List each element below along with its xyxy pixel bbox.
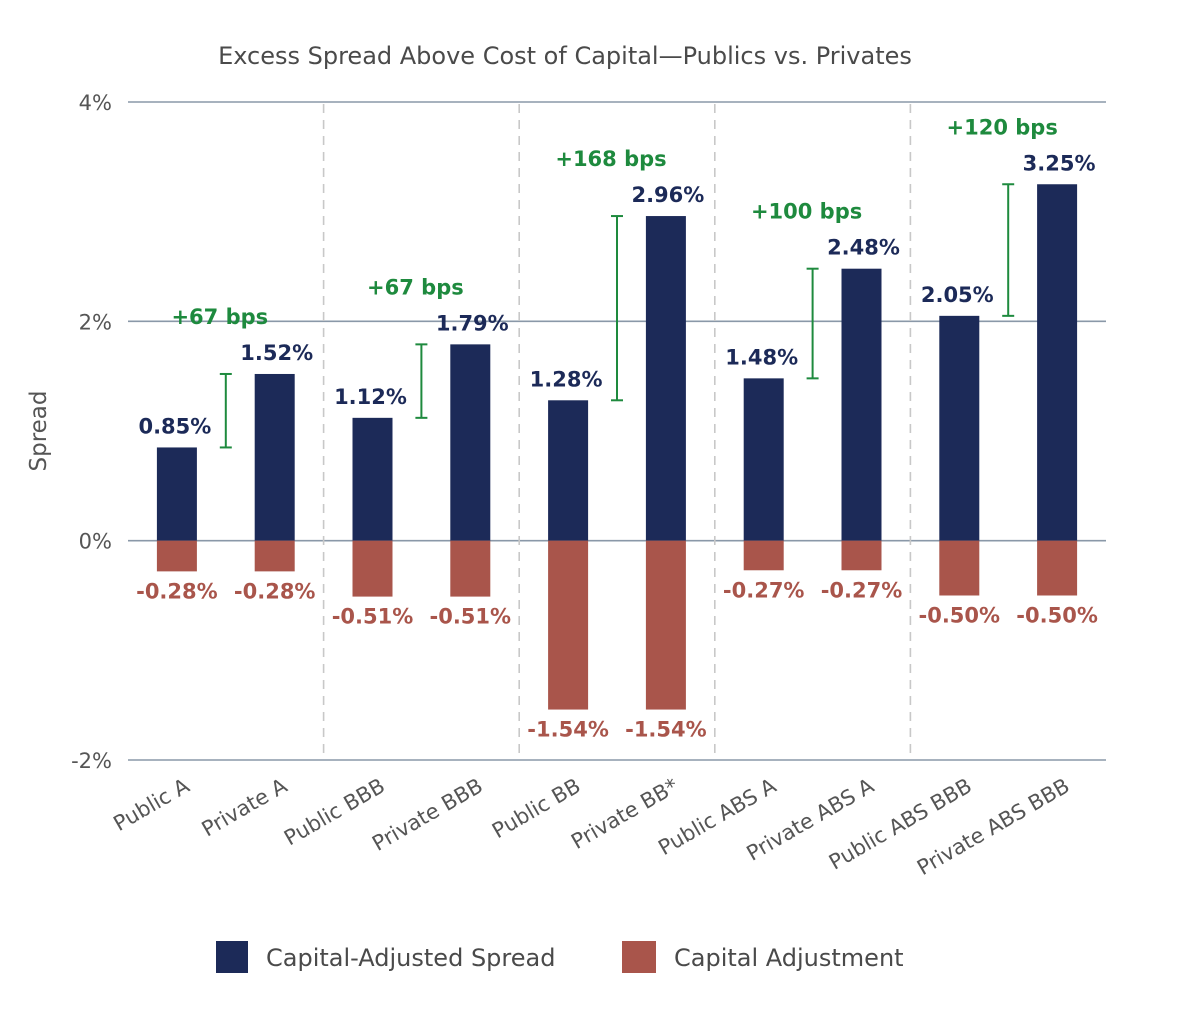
bar-capital-adjusted-spread xyxy=(352,417,393,541)
legend-swatch xyxy=(216,941,248,973)
bar-capital-adjusted-spread xyxy=(1037,184,1078,541)
bar-capital-adjustment xyxy=(939,540,980,596)
data-label-capital-adjusted-spread: 2.48% xyxy=(827,236,900,260)
y-axis-label: Spread xyxy=(26,391,52,472)
bar-capital-adjustment xyxy=(1037,540,1078,596)
y-tick-label: 4% xyxy=(79,91,112,115)
data-label-capital-adjusted-spread: 1.28% xyxy=(530,367,603,391)
bps-annotation: +120 bps xyxy=(947,115,1058,139)
legend-swatch xyxy=(622,941,656,973)
bps-annotation: +168 bps xyxy=(555,147,666,171)
legend: Capital-Adjusted Spread Capital Adjustmen… xyxy=(216,941,904,973)
data-label-capital-adjustment: -0.51% xyxy=(332,605,414,629)
x-tick-label: Private A xyxy=(198,773,292,841)
bar-capital-adjustment xyxy=(352,540,393,597)
annotation-layer: +67 bps +67 bps +168 bps +100 bps +120 bps xyxy=(171,115,1058,449)
data-label-capital-adjusted-spread: 1.79% xyxy=(436,311,509,335)
data-label-capital-adjusted-spread: 2.05% xyxy=(921,283,994,307)
bar-capital-adjusted-spread xyxy=(156,447,197,541)
legend-label: Capital Adjustment xyxy=(674,944,904,972)
data-label-capital-adjustment: -0.28% xyxy=(234,579,316,603)
y-tick-label: -2% xyxy=(71,749,112,773)
data-label-capital-adjustment: -0.50% xyxy=(1016,604,1098,628)
x-tick-label: Private BBB xyxy=(368,774,487,856)
bar-layer xyxy=(156,184,1078,710)
bar-capital-adjustment xyxy=(450,540,491,597)
bar-capital-adjusted-spread xyxy=(254,373,295,541)
bar-capital-adjusted-spread xyxy=(548,400,589,541)
data-label-capital-adjusted-spread: 1.48% xyxy=(725,345,798,369)
bps-annotation: +67 bps xyxy=(171,305,268,329)
bar-capital-adjusted-spread xyxy=(841,268,882,541)
group-separators xyxy=(322,104,912,760)
data-label-capital-adjustment: -0.51% xyxy=(430,605,512,629)
data-label-capital-adjustment: -0.27% xyxy=(821,578,903,602)
data-label-capital-adjustment: -0.28% xyxy=(136,579,218,603)
data-label-capital-adjustment: -0.27% xyxy=(723,578,805,602)
data-label-capital-adjustment: -1.54% xyxy=(527,718,609,742)
bar-capital-adjustment xyxy=(743,540,784,571)
x-tick-label: Public A xyxy=(109,773,194,836)
y-tick-label: 2% xyxy=(79,310,112,334)
data-label-capital-adjusted-spread: 3.25% xyxy=(1023,151,1096,175)
bps-annotation: +67 bps xyxy=(367,275,464,299)
legend-label: Capital-Adjusted Spread xyxy=(266,944,555,972)
data-label-capital-adjustment: -0.50% xyxy=(919,604,1001,628)
bar-capital-adjustment xyxy=(841,540,882,571)
bps-annotation: +100 bps xyxy=(751,200,862,224)
bar-capital-adjustment xyxy=(254,540,295,572)
bar-capital-adjustment xyxy=(645,540,686,710)
bar-capital-adjusted-spread xyxy=(939,315,980,541)
bar-capital-adjusted-spread xyxy=(450,344,491,541)
bar-capital-adjusted-spread xyxy=(743,378,784,541)
data-label-capital-adjusted-spread: 1.12% xyxy=(334,385,407,409)
data-label-capital-adjusted-spread: 1.52% xyxy=(240,341,313,365)
bar-capital-adjusted-spread xyxy=(645,216,686,541)
data-label-capital-adjusted-spread: 2.96% xyxy=(631,183,704,207)
bar-capital-adjustment xyxy=(548,540,589,710)
bar-capital-adjustment xyxy=(156,540,197,572)
data-label-capital-adjustment: -1.54% xyxy=(625,718,707,742)
y-tick-label: 0% xyxy=(79,530,112,554)
data-label-capital-adjusted-spread: 0.85% xyxy=(138,414,211,438)
chart-title: Excess Spread Above Cost of Capital—Publ… xyxy=(218,42,912,70)
